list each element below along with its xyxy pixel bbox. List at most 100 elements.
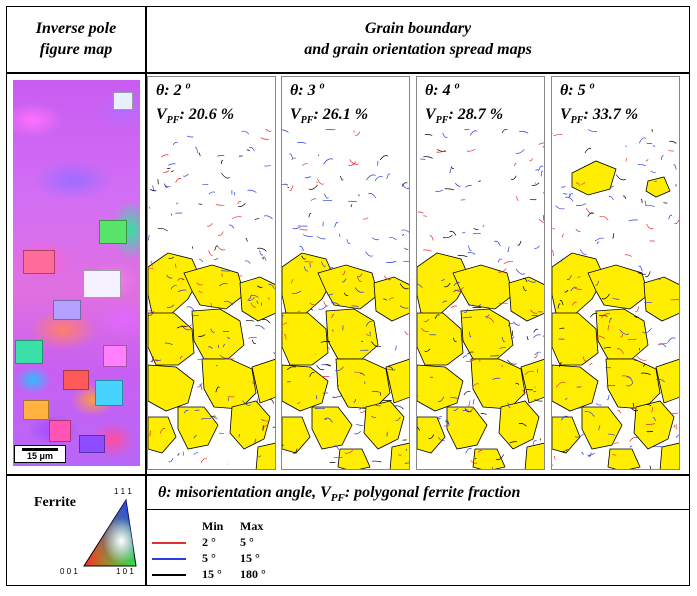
grain-boundary-segment (404, 330, 409, 335)
grain-boundary-segment (462, 355, 468, 359)
grain-boundary-segment (170, 285, 177, 290)
grain-boundary-segment (626, 376, 634, 383)
grain-boundary-segment (361, 340, 364, 342)
polygonal-ferrite-grain (552, 364, 599, 412)
theta-label: θ: 4 o (425, 79, 541, 103)
polygonal-ferrite-grain (282, 312, 329, 366)
grain-boundary-segment (287, 186, 290, 189)
grain-boundary-segment (399, 305, 409, 309)
grain-boundary-segment (515, 149, 525, 154)
grain-boundary-segment (241, 130, 250, 135)
grain-boundary-segment (247, 294, 252, 300)
grain-boundary-segment (395, 416, 401, 421)
grain-boundary-segment (282, 315, 284, 318)
grain-boundary-segment (612, 233, 615, 239)
grain-boundary-segment (328, 346, 330, 350)
grain-boundary-segment (429, 235, 434, 241)
theta-label: θ: 3 o (290, 79, 406, 103)
panel-label: θ: 5 o VPF: 33.7 % (556, 79, 676, 129)
grain-boundary-segment (343, 292, 349, 297)
grain-boundary-segment (401, 183, 409, 189)
theta-value: θ: 2 (156, 82, 186, 99)
grain-boundary-segment (472, 399, 475, 405)
grain-boundary-segment (301, 255, 306, 260)
grain-boundary-segment (533, 353, 539, 359)
grain-boundary-segment (630, 407, 637, 409)
grain-boundary-segment (333, 445, 340, 451)
grain-boundary-segment (210, 303, 212, 308)
grain-boundary-segment (424, 348, 431, 352)
grain-boundary-segment (246, 149, 250, 152)
grain-boundary-segment (222, 344, 226, 348)
grain-boundary-segment (283, 333, 287, 340)
grain-boundary-segment (291, 157, 297, 161)
grain-boundary-segment (673, 424, 676, 429)
grain-boundary-segment (650, 170, 656, 173)
grain-boundary-segment (441, 278, 445, 281)
grain-boundary-segment (359, 373, 365, 376)
grain-boundary-segment (576, 203, 587, 206)
grain-boundary-segment (168, 163, 176, 166)
grain-boundary-segment (595, 335, 605, 339)
grain-boundary-segment (637, 163, 646, 167)
polygonal-ferrite-grain (655, 358, 679, 404)
grain-boundary-segment (507, 402, 511, 408)
grain-boundary-segment (394, 345, 397, 351)
grain-boundary-segment (663, 202, 668, 204)
grain-boundary-segment (359, 406, 367, 411)
grain-boundary-segment (453, 281, 460, 286)
grain-boundary-segment (507, 246, 510, 252)
polygonal-ferrite-grain (282, 416, 311, 454)
polygonal-ferrite-grain (470, 358, 526, 410)
grain-boundary-segment (193, 452, 199, 456)
grain-boundary-segment (629, 436, 638, 442)
grain-boundary-segment (350, 204, 353, 208)
grain-boundary-segment (595, 280, 600, 286)
grain-boundary-segment (247, 189, 257, 193)
grain-boundary-segment (457, 290, 461, 293)
grain-boundary-segment (522, 277, 528, 283)
grain-boundary-segment (304, 261, 313, 263)
polygonal-ferrite-grain (317, 264, 379, 310)
grain-boundary-segment (282, 129, 289, 133)
grain-boundary-segment (184, 409, 189, 414)
grain-boundary-segment (344, 450, 354, 454)
grain-boundary-segment (346, 239, 351, 245)
grain-boundary-segment (534, 245, 540, 249)
grain-boundary-segment (587, 452, 595, 456)
vpf-subscript: PF (435, 115, 449, 127)
grain-boundary-segment (465, 358, 476, 362)
grain-boundary-segment (404, 462, 409, 464)
grain-boundary-segment (206, 223, 213, 227)
grain-boundary-segment (660, 155, 664, 161)
grain-boundary-segment (534, 399, 543, 402)
grain-boundary-segment (301, 163, 309, 167)
grain-boundary-segment (371, 415, 376, 418)
grain-boundary-segment (366, 333, 370, 336)
grain-boundary-segment (636, 355, 647, 361)
grain-boundary-segment (646, 142, 653, 144)
grain-boundary-segment (247, 296, 255, 302)
grain-boundary-segment (262, 256, 267, 261)
grain-boundary-segment (589, 312, 598, 318)
grain-boundary-segment (655, 278, 662, 281)
grain-boundary-segment (253, 438, 257, 443)
grain-boundary-segment (383, 298, 387, 301)
grain-boundary-segment (216, 204, 225, 206)
grain-boundary-segment (309, 372, 315, 377)
grain-boundary-segment (237, 203, 246, 207)
grain-boundary-segment (201, 417, 211, 420)
grain-boundary-segment (342, 270, 346, 276)
grain-boundary-segment (380, 155, 389, 161)
grain-boundary-segment (643, 363, 647, 367)
grain-boundary-segment (291, 290, 302, 294)
grain-boundary-segment (183, 173, 189, 177)
grain-boundary-segment (348, 200, 357, 203)
grain-boundary-segment (374, 404, 381, 407)
inverse-pole-figure-map (13, 80, 140, 466)
grain-boundary-segment (260, 302, 263, 306)
grain-boundary-segment (519, 130, 529, 134)
grain-boundary-segment (638, 265, 643, 272)
grain-boundary-segment (561, 415, 568, 421)
gos-map-graphic (148, 124, 275, 469)
